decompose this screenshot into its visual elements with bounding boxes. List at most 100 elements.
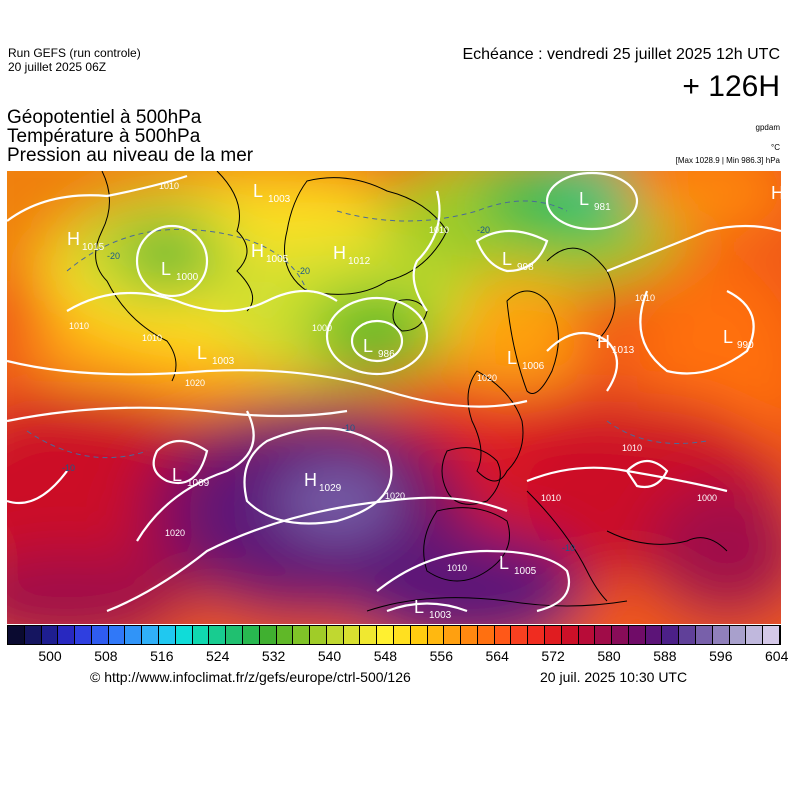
system-low: L [253,181,263,201]
isobar-label: 1010 [69,321,89,331]
color-scale-swatch [595,626,613,644]
system-low: L [502,249,512,269]
title-temperature: Température à 500hPa [7,126,201,147]
run-info: Run GEFS (run controle) 20 juillet 2025 … [8,46,141,74]
system-value: 1003 [429,610,452,621]
isobar-labels: 1010 1010 1010 1020 1000 1010 1010 1010 … [69,181,717,573]
color-scale-label: 564 [485,648,509,664]
isotherm-label: -10 [342,423,355,433]
isotherm-label: -10 [62,463,75,473]
color-scale-swatch [746,626,764,644]
system-low: L [499,553,509,573]
color-scale-swatch [209,626,227,644]
color-scale-swatch [628,626,646,644]
color-scale-swatch [259,626,277,644]
geopotential-field [7,171,781,624]
color-scale-label: 524 [206,648,230,664]
color-scale-bar [7,625,781,645]
color-scale-label: 508 [94,648,118,664]
isobar-label: 1000 [697,493,717,503]
isobar-label: 1010 [142,333,162,343]
system-value: 1009 [187,478,210,489]
isobar-label: 1010 [429,225,449,235]
color-scale-label: 596 [709,648,733,664]
isotherm-label: -20 [297,266,310,276]
color-scale-swatch [142,626,160,644]
color-scale-swatch [662,626,680,644]
color-scale-swatch [377,626,394,644]
isotherm-label: -10 [562,543,575,553]
color-scale-swatch [41,626,59,644]
isobar-label: 1010 [447,563,467,573]
color-scale-swatch [528,626,545,644]
color-scale-label: 540 [317,648,342,664]
color-scale-swatch [24,626,42,644]
temperature-isotherms [26,200,708,459]
system-high: H [597,332,610,352]
generation-time: 20 juil. 2025 10:30 UTC [540,669,688,685]
color-scale-swatch [712,626,730,644]
system-low: L [172,465,182,485]
unit-pressure: [Max 1028.9 | Min 986.3] hPa [675,156,780,165]
color-scale-swatch [159,626,176,644]
color-scale-swatch [108,626,126,644]
color-scale-label: 548 [373,648,398,664]
isobar-label: 1010 [622,443,642,453]
map-svg: H 1015 L 1000 L 1003 H 1005 H 1012 L 981… [7,171,781,624]
title-geopotential: Géopotentiel à 500hPa [7,107,202,128]
unit-temperature: °C [771,143,780,152]
color-scale-swatch [91,626,109,644]
color-scale-swatch [427,626,445,644]
color-scale-swatch [276,626,294,644]
color-scale-swatch [393,626,411,644]
color-scale-label: 532 [261,648,286,664]
color-scale-swatch [494,626,512,644]
system-low: L [723,327,733,347]
color-scale-swatch [226,626,243,644]
forecast-hour: + 126H [682,70,780,103]
color-scale-swatch [612,626,629,644]
isobar-label: 1000 [312,323,332,333]
run-model: Run GEFS (run controle) [8,46,141,60]
color-scale-swatch [511,626,529,644]
system-value: 1003 [212,356,235,367]
isobar-label: 1020 [477,373,497,383]
system-low: L [197,343,207,363]
system-high: H [67,229,80,249]
isotherm-label: -20 [477,225,490,235]
isobar-label: 1010 [541,493,561,503]
system-high: H [251,241,264,261]
isobar-label: 1010 [635,293,655,303]
color-scale-swatch [645,626,663,644]
map-titles: Géopotentiel à 500hPa Température à 500h… [7,108,253,165]
color-scale-labels: 500 508 516 524 532 540 548 556 564 572 580 588 596 6… [7,648,788,666]
color-scale-swatch [763,626,780,644]
isobar-label: 1020 [385,491,405,501]
color-scale-swatch [75,626,92,644]
color-scale-swatch [310,626,327,644]
color-scale-swatch [679,626,697,644]
color-scale-label: 500 [38,648,62,664]
system-value: 986 [378,349,395,360]
color-scale-swatch [477,626,495,644]
weather-map: H 1015 L 1000 L 1003 H 1005 H 1012 L 981… [7,171,781,624]
isobars [7,171,781,613]
system-value: 1015 [82,242,105,253]
color-scale-label: 580 [597,648,621,664]
system-high: H [333,243,346,263]
system-low: L [414,597,424,617]
system-value: 1005 [266,254,289,265]
isotherm-label: -20 [107,251,120,261]
color-scale-swatch [696,626,713,644]
color-scale-swatch [410,626,428,644]
color-scale-swatch [578,626,596,644]
system-value: 1013 [612,345,635,356]
color-scale-label: 604 [765,648,788,664]
color-scale-swatch [561,626,579,644]
color-scale-swatch [175,626,193,644]
color-scale-swatch [125,626,143,644]
system-value: 1029 [319,483,342,494]
color-scale-swatch [293,626,311,644]
color-scale-swatch [326,626,344,644]
color-scale-swatch [58,626,76,644]
